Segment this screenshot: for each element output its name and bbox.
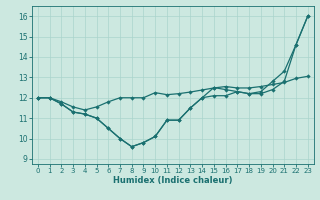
X-axis label: Humidex (Indice chaleur): Humidex (Indice chaleur) bbox=[113, 176, 233, 185]
